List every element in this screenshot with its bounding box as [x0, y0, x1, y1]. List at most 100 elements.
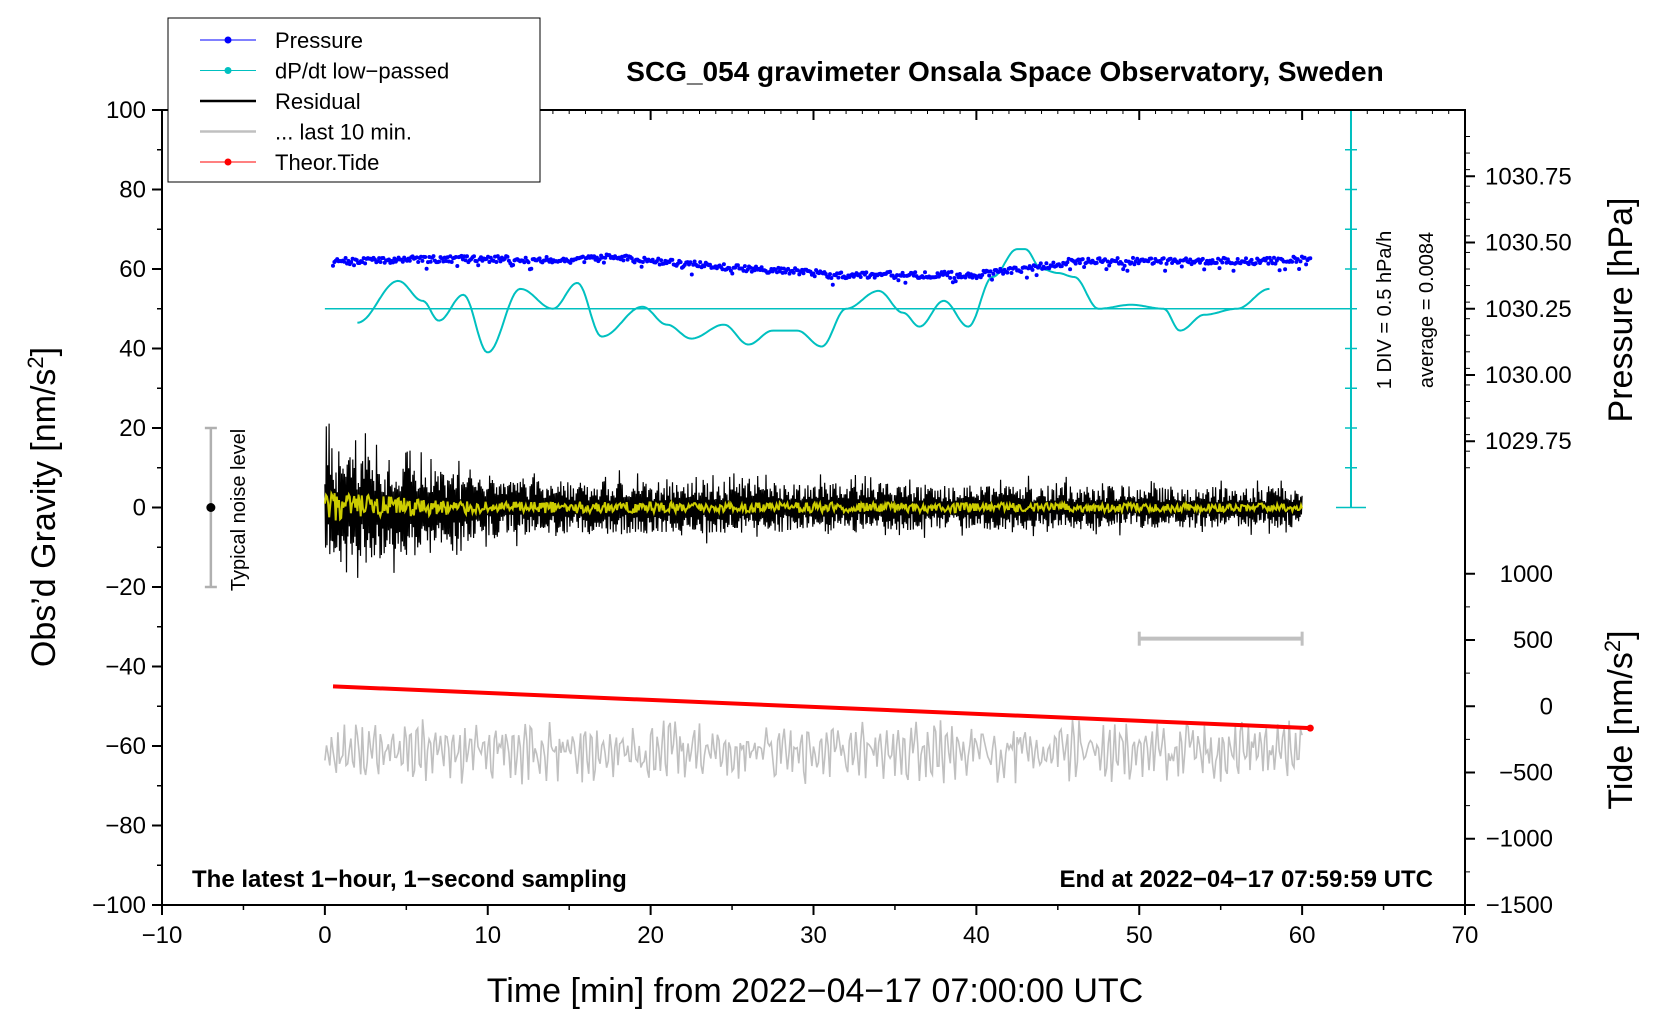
pressure-point [1051, 260, 1056, 265]
pressure-point [1249, 257, 1254, 262]
pressure-point [742, 264, 747, 269]
y-axis-title-main: Obs’d Gravity [nm/s [25, 369, 63, 668]
pressure-point [1038, 261, 1043, 266]
plot-frame [161, 109, 1466, 906]
pressure-point [1065, 260, 1070, 265]
tide-axis-title-sup: 2 [1600, 640, 1625, 652]
pressure-point [472, 254, 476, 259]
pressure-point [902, 273, 906, 278]
pressure-point [1253, 261, 1258, 266]
pressure-point [448, 254, 453, 259]
pressure-point [836, 275, 841, 280]
pressure-points [331, 252, 1313, 287]
pressure-point [735, 263, 740, 268]
pressure-tick-label: 1030.00 [1485, 362, 1572, 389]
pressure-point [505, 254, 510, 259]
pressure-point [708, 262, 712, 267]
pressure-point [1097, 256, 1102, 261]
pressure-point [957, 272, 962, 276]
legend-swatch-marker [224, 36, 232, 44]
x-tick-label: 70 [1452, 922, 1479, 949]
pressure-point [949, 269, 954, 274]
y-tick-label: 0 [133, 495, 146, 522]
pressure-point [453, 255, 458, 259]
pressure-point [1164, 261, 1169, 266]
pressure-point [1151, 261, 1156, 265]
pressure-point [903, 280, 908, 285]
tide-axis-title: Tide [nm/s2] [1600, 630, 1641, 809]
legend-item: dP/dt low−passed [200, 59, 449, 84]
pressure-point [1290, 259, 1295, 264]
pressure-point [913, 270, 918, 275]
last-10-min-bar [1137, 631, 1304, 646]
pressure-point [759, 265, 764, 270]
pressure-point [1132, 262, 1137, 267]
pressure-point [621, 258, 626, 263]
pressure-point [455, 264, 460, 268]
pressure-point [812, 274, 817, 279]
legend-label: dP/dt low−passed [275, 59, 449, 84]
pressure-point [343, 256, 348, 260]
y-axis-title-end: ] [25, 347, 63, 356]
pressure-point [407, 258, 412, 263]
pressure-point [1188, 257, 1193, 262]
pressure-point [1163, 268, 1168, 273]
tide-tick-label: 0 [1540, 693, 1553, 720]
pressure-point [1178, 258, 1183, 263]
tide-tick-label: −1000 [1486, 826, 1553, 853]
pressure-point [381, 256, 386, 260]
pressure-point [363, 261, 368, 266]
legend-items: Pressure dP/dt low−passed Residual ... last… [200, 28, 449, 175]
div-scale-label: 1 DIV = 0.5 hPa/h [1374, 231, 1396, 389]
pressure-point [1080, 257, 1085, 262]
pressure-point [1244, 256, 1248, 261]
annotation-end-time: End at 2022−04−17 07:59:59 UTC [1059, 866, 1433, 893]
y-tick-label: 20 [119, 415, 146, 442]
pressure-point [423, 255, 428, 259]
pressure-point [754, 264, 758, 269]
pressure-point [428, 259, 433, 264]
pressure-point [400, 259, 405, 264]
pressure-point [1272, 255, 1276, 260]
pressure-point [1184, 256, 1188, 261]
layer-labels: −10 0 10 20 30 40 50 60 70−100−80−60−40−20020406… [92, 97, 1572, 949]
pressure-point [1158, 260, 1163, 265]
pressure-point [786, 266, 791, 271]
pressure-point [449, 260, 454, 264]
pressure-point [1265, 256, 1269, 260]
pressure-point [1077, 261, 1082, 266]
pressure-point [980, 273, 985, 277]
pressure-point [1094, 260, 1099, 265]
pressure-point [670, 257, 675, 262]
pressure-point [858, 275, 863, 279]
pressure-point [1161, 256, 1166, 261]
pressure-point [1073, 261, 1078, 266]
legend-item: Residual [200, 89, 361, 114]
tide-tick-label: 500 [1513, 627, 1553, 654]
pressure-point [568, 260, 573, 265]
y-tick-label: −100 [92, 892, 146, 919]
legend-label: Residual [275, 89, 361, 114]
pressure-point [923, 270, 927, 275]
pressure-point [1214, 260, 1219, 265]
y-axis-title: Obs’d Gravity [nm/s2] [23, 347, 64, 667]
pressure-point [691, 262, 696, 267]
tide-axis-title-main: Tide [nm/s [1602, 652, 1640, 809]
y-tick-label: 100 [106, 97, 146, 124]
layer-series [204, 109, 1366, 785]
pressure-point [1125, 268, 1130, 273]
theor-tide-line [332, 684, 1311, 731]
noise-bar-center-dot [206, 503, 216, 512]
tide-tick-label: 1000 [1500, 561, 1553, 588]
noise-level-bar [204, 426, 217, 589]
pressure-point [437, 259, 442, 264]
pressure-point [1107, 263, 1112, 268]
pressure-point [692, 259, 697, 264]
pressure-point [689, 272, 694, 277]
pressure-point [1273, 261, 1278, 266]
pressure-point [956, 275, 961, 280]
pressure-point [872, 275, 877, 280]
div-average-label: average = 0.0084 [1416, 232, 1438, 388]
pressure-point [1034, 273, 1039, 278]
pressure-point [377, 256, 382, 261]
